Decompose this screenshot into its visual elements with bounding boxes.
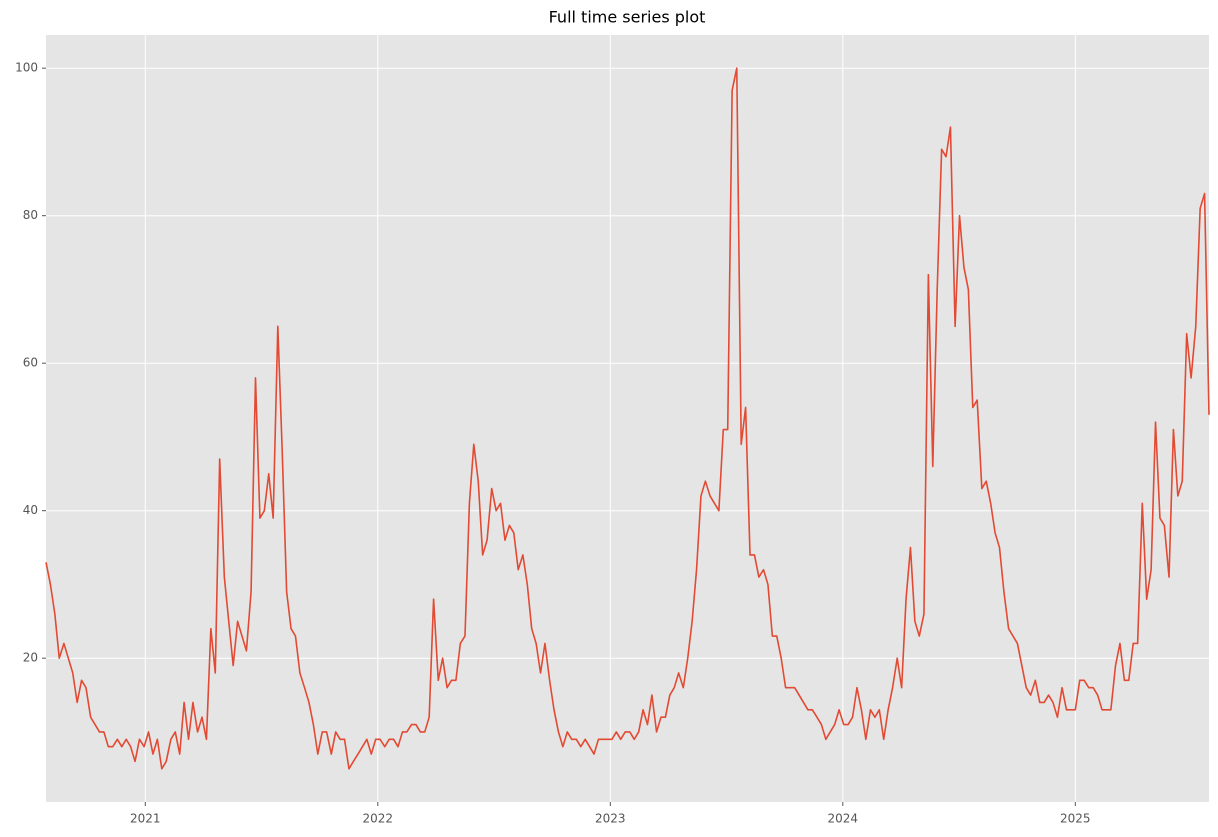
y-tick-label: 20 — [23, 651, 38, 665]
x-tick-label: 2024 — [828, 812, 859, 826]
y-tick-label: 80 — [23, 208, 38, 222]
x-tick-label: 2022 — [363, 812, 394, 826]
y-tick-label: 100 — [15, 61, 38, 75]
plot-area — [46, 35, 1209, 802]
x-tick-label: 2025 — [1060, 812, 1091, 826]
y-tick-label: 60 — [23, 356, 38, 370]
series-line — [45, 67, 1210, 770]
x-tick-label: 2021 — [130, 812, 161, 826]
grid — [46, 35, 1209, 802]
chart-title: Full time series plot — [549, 8, 706, 27]
y-tick-label: 40 — [23, 503, 38, 517]
x-tick-label: 2023 — [595, 812, 626, 826]
